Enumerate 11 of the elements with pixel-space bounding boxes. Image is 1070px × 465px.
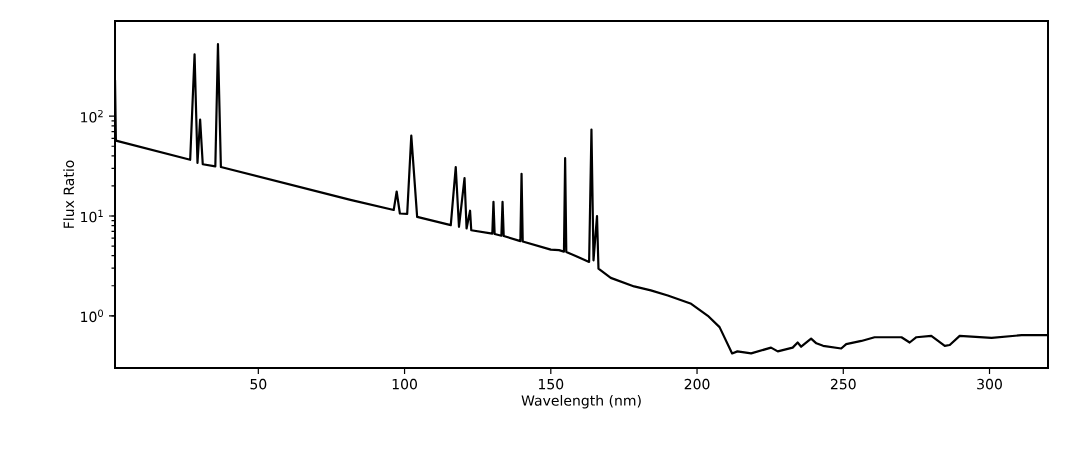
x-tick-label: 100 (392, 378, 417, 390)
x-tick-label: 150 (538, 378, 564, 390)
x-tick-label: 200 (684, 378, 710, 390)
x-axis-title: Wavelength (nm) (521, 394, 641, 409)
y-tick-label: 10$^{1}$ (81, 209, 103, 223)
x-tick-label: 250 (830, 378, 856, 390)
y-tick-label: 10$^{0}$ (81, 309, 103, 323)
x-tick-label: 50 (250, 378, 267, 390)
y-axis-title: Flux Ratio (63, 160, 75, 228)
x-tick-label: 300 (977, 378, 1002, 390)
y-tick-label: 10$^{2}$ (81, 109, 103, 123)
